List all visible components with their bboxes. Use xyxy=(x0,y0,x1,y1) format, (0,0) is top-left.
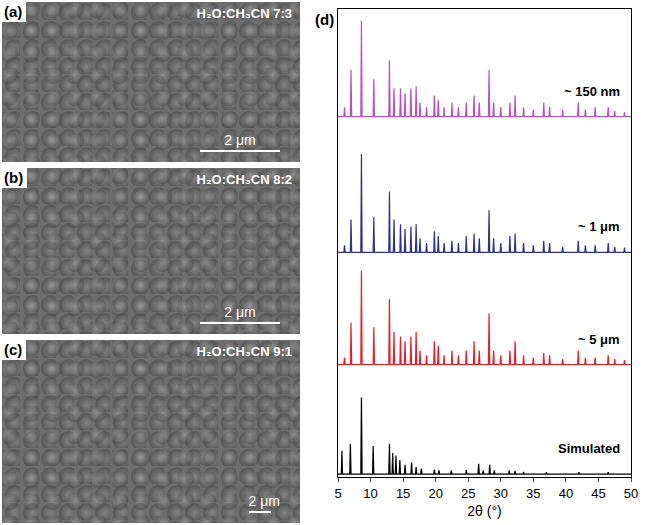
html-text:2 μm: 2 μm xyxy=(224,132,256,148)
html-text:H₂O:CH₃CN 7:3: H₂O:CH₃CN 7:3 xyxy=(196,6,292,21)
html-text:2 μm: 2 μm xyxy=(224,304,256,320)
svg-text:20: 20 xyxy=(428,486,442,501)
html-text:H₂O:CH₃CN 9:1: H₂O:CH₃CN 9:1 xyxy=(196,344,292,359)
svg-text:30: 30 xyxy=(494,486,508,501)
svg-text:Simulated: Simulated xyxy=(558,441,620,456)
svg-text:2θ (°): 2θ (°) xyxy=(467,503,501,519)
svg-text:5: 5 xyxy=(334,486,341,501)
html-text:H₂O:CH₃CN 8:2: H₂O:CH₃CN 8:2 xyxy=(196,172,292,187)
svg-text:(d): (d) xyxy=(315,11,334,28)
svg-text:50: 50 xyxy=(624,486,638,501)
svg-text:~ 150 nm: ~ 150 nm xyxy=(564,84,620,99)
html-text:(b): (b) xyxy=(4,169,24,186)
svg-text:10: 10 xyxy=(363,486,377,501)
svg-text:35: 35 xyxy=(526,486,540,501)
svg-text:25: 25 xyxy=(461,486,475,501)
svg-text:~ 5 μm: ~ 5 μm xyxy=(578,332,620,347)
svg-text:15: 15 xyxy=(396,486,410,501)
html-text:(a): (a) xyxy=(4,3,23,20)
svg-text:~ 1 μm: ~ 1 μm xyxy=(578,219,620,234)
html-text:(c): (c) xyxy=(4,341,23,358)
svg-text:40: 40 xyxy=(559,486,573,501)
html-text:2 μm: 2 μm xyxy=(248,493,280,509)
svg-text:45: 45 xyxy=(591,486,605,501)
